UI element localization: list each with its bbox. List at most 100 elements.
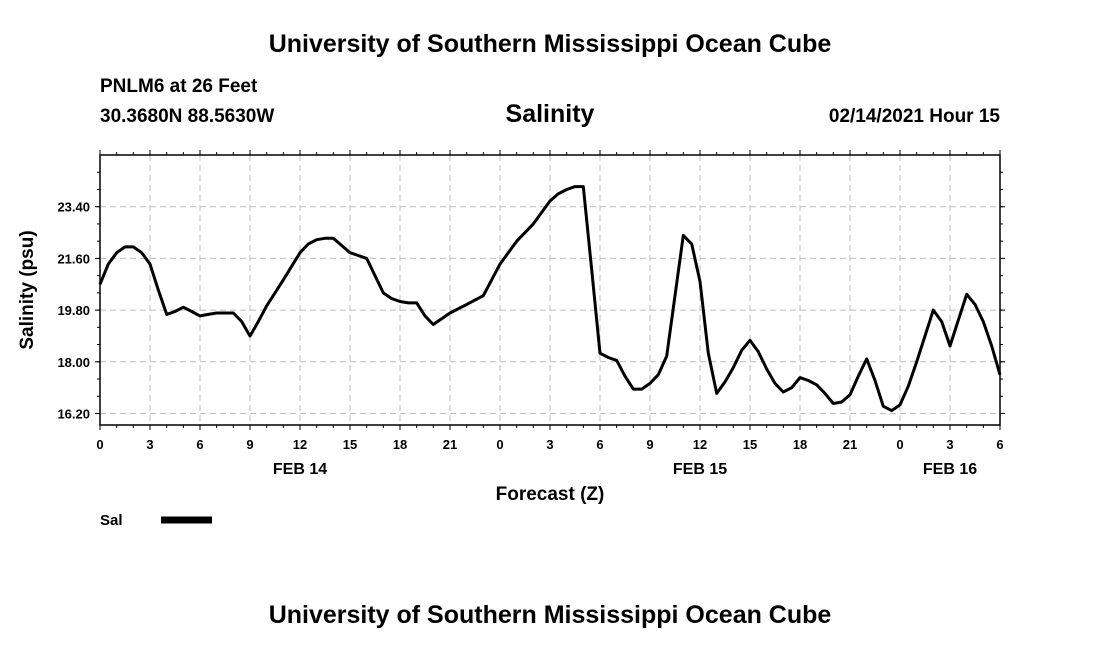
x-tick-label: 15 — [743, 437, 757, 452]
data-point — [116, 252, 118, 254]
data-point — [391, 298, 393, 300]
data-point — [799, 377, 801, 379]
data-point — [699, 280, 701, 282]
data-point — [841, 401, 843, 403]
x-tick-label: 21 — [843, 437, 857, 452]
x-tick-label: 3 — [546, 437, 553, 452]
data-point — [432, 323, 434, 326]
data-point — [232, 312, 234, 314]
data-point — [882, 405, 884, 407]
data-point — [299, 252, 301, 254]
variable-title: Salinity — [505, 100, 595, 128]
y-tick-label: 19.80 — [57, 303, 90, 318]
data-point — [716, 392, 718, 395]
data-point — [891, 410, 893, 412]
data-point — [807, 379, 809, 382]
x-tick-label: 0 — [496, 437, 503, 452]
grid-lines — [100, 155, 1000, 425]
data-point — [199, 315, 201, 317]
data-point — [816, 384, 818, 386]
data-point — [607, 356, 609, 359]
data-point — [874, 379, 876, 382]
data-point — [957, 319, 959, 321]
data-point — [724, 381, 726, 383]
data-point — [899, 404, 901, 406]
station-coordinates: 30.3680N 88.5630W — [100, 106, 275, 127]
data-point — [824, 392, 826, 395]
station-label: PNLM6 at 26 Feet — [100, 76, 258, 97]
data-point — [574, 185, 576, 188]
x-tick-label: 3 — [146, 437, 153, 452]
x-tick-label: 18 — [793, 437, 807, 452]
data-point — [282, 279, 284, 281]
x-tick-label: 0 — [896, 437, 903, 452]
x-tick-label: 12 — [693, 437, 707, 452]
data-point — [124, 246, 126, 248]
data-point — [682, 234, 684, 237]
data-point — [991, 345, 993, 347]
data-point — [749, 339, 751, 341]
x-tick-label: 21 — [443, 437, 457, 452]
data-point — [374, 275, 376, 277]
forecast-datetime: 02/14/2021 Hour 15 — [828, 106, 1000, 127]
x-tick-label: 9 — [646, 437, 653, 452]
data-point — [499, 263, 501, 265]
data-point — [549, 200, 551, 202]
data-point — [357, 254, 359, 257]
x-axis-label: Forecast (Z) — [496, 484, 605, 505]
date-label: FEB 16 — [923, 461, 977, 478]
data-point — [691, 243, 693, 245]
data-point — [482, 295, 484, 297]
series-layer — [98, 185, 1002, 413]
data-point — [557, 193, 559, 195]
data-point — [341, 244, 343, 247]
data-point — [416, 302, 418, 304]
data-point — [924, 335, 926, 337]
y-tick-label: 23.40 — [57, 200, 90, 215]
data-point — [857, 375, 859, 377]
data-point — [266, 305, 268, 307]
data-point — [149, 263, 151, 265]
data-point — [407, 302, 409, 304]
data-point — [132, 246, 134, 248]
data-point — [466, 303, 468, 305]
data-point — [624, 375, 626, 377]
series-line-sal — [98, 185, 1002, 413]
data-point — [674, 295, 676, 297]
legend-label: Sal — [100, 512, 123, 529]
data-point — [424, 315, 426, 317]
data-point — [307, 243, 309, 245]
data-point — [141, 252, 143, 254]
data-point — [616, 359, 618, 361]
data-point — [666, 355, 668, 357]
data-point — [707, 352, 709, 354]
data-point — [566, 188, 568, 191]
data-point — [349, 252, 351, 254]
data-point — [849, 394, 851, 396]
data-point — [832, 402, 834, 405]
data-point — [166, 313, 168, 316]
data-point — [174, 310, 176, 313]
data-point — [591, 269, 593, 271]
footer-title: University of Southern Mississippi Ocean… — [268, 601, 832, 629]
data-point — [157, 289, 159, 291]
data-point — [632, 388, 634, 390]
y-tick-label: 18.00 — [57, 355, 90, 370]
y-tick-label: 21.60 — [57, 251, 90, 266]
data-point — [599, 352, 601, 354]
data-point — [657, 374, 659, 376]
data-point — [782, 391, 784, 393]
data-point — [916, 361, 918, 363]
x-tick-label: 12 — [293, 437, 307, 452]
data-point — [907, 385, 909, 387]
data-point — [399, 300, 401, 303]
tick-layer: 0 3 6 9 12 15 18 21 0 3 6 9 12 15 18 21 0 3 6 FEB 14 FEB 15 F… — [57, 150, 1005, 478]
data-point — [791, 387, 793, 389]
data-point — [774, 382, 776, 384]
data-point — [241, 320, 243, 323]
data-point — [641, 388, 643, 390]
data-point — [741, 349, 743, 351]
y-tick-label: 16.20 — [57, 407, 90, 422]
data-point — [732, 366, 734, 369]
date-label: FEB 14 — [273, 461, 327, 478]
